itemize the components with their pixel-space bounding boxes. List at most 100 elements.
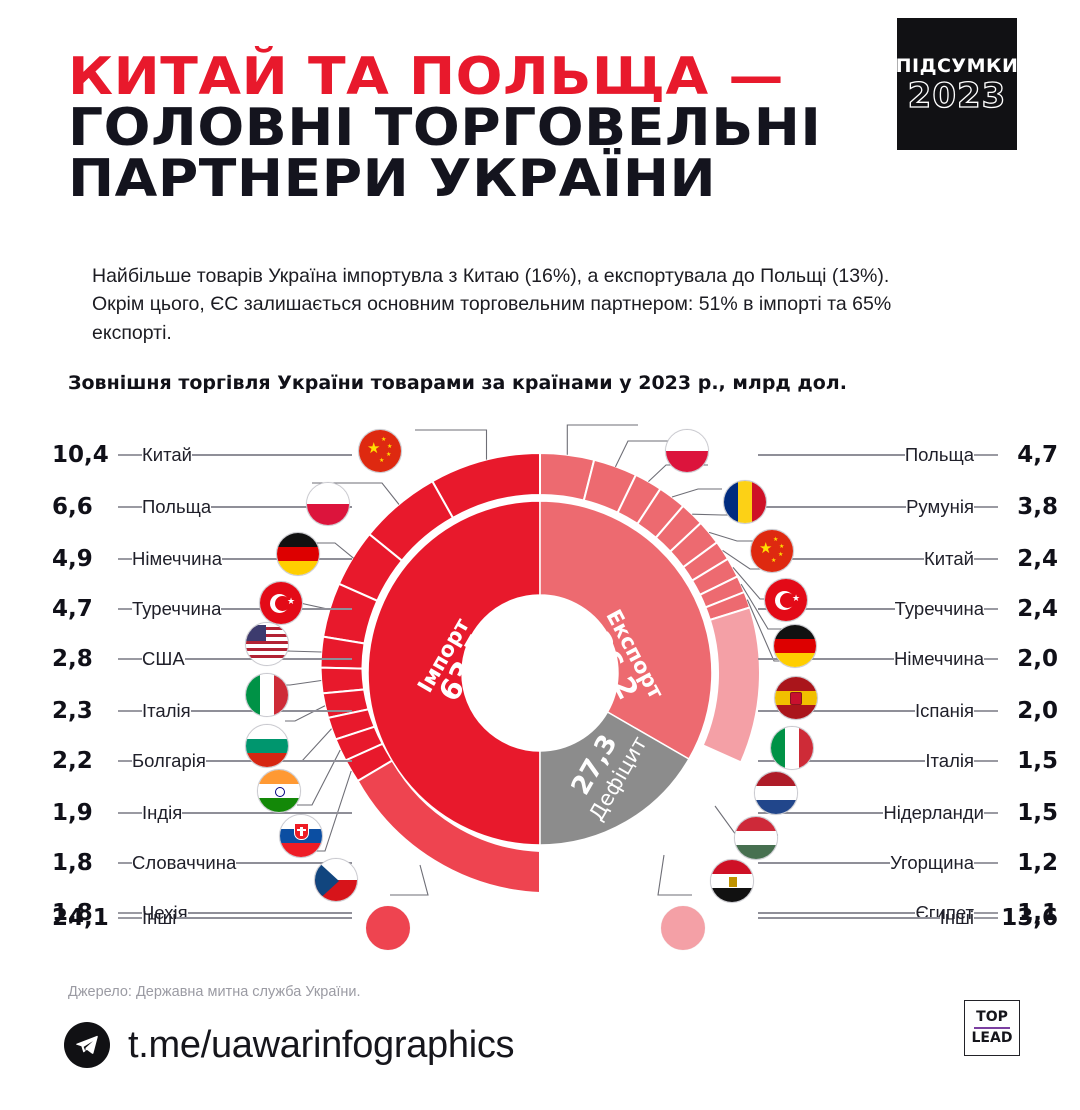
flag-other-import [366,906,410,950]
source-note: Джерело: Державна митна служба України. [68,984,361,1000]
row-dash [118,558,132,560]
row-leader [758,454,905,456]
list-item: Італія 1,5 [758,748,1058,774]
flag-hu-export [734,816,778,860]
flag-bg-import [245,724,289,768]
row-value: 1,5 [1017,800,1058,826]
row-leader [758,912,916,914]
row-country: Румунія [906,496,974,517]
flag-sk-import [279,814,323,858]
header: КИТАЙ ТА ПОЛЬЩА — ГОЛОВНІ ТОРГОВЕЛЬНІ ПА… [0,0,1080,250]
row-dash [118,862,132,864]
flag-tr-import: ★ [259,581,303,625]
row-country: Іспанія [914,700,974,721]
flag-pl-export [665,429,709,473]
row-dash [974,710,998,712]
row-dash [118,760,132,762]
inner-ring [367,500,713,846]
row-dash [974,862,998,864]
row-country: Болгарія [132,750,206,771]
flag-cn-export: ★ ★ ★ ★ ★ [750,529,794,573]
list-item-other-import: 24,1 Інші [52,905,352,931]
list-item: Іспанія 2,0 [758,698,1058,724]
flag-de-import [276,532,320,576]
row-leader [176,917,352,919]
row-value: 2,0 [1017,646,1058,672]
flag-nl-export [754,771,798,815]
row-country: Китай [142,444,192,465]
row-leader [758,760,926,762]
row-leader [211,506,352,508]
row-dash [974,558,998,560]
row-country: Угорщина [890,852,974,873]
row-country: Польща [904,444,974,465]
list-item: Нідерланди 1,5 [758,800,1058,826]
row-dash [974,917,998,919]
page-title: КИТАЙ ТА ПОЛЬЩА — ГОЛОВНІ ТОРГОВЕЛЬНІ ПА… [68,51,888,205]
outer-ring-export [539,451,761,764]
row-leader [192,454,352,456]
row-value: 1,5 [1017,748,1058,774]
title-line-2: ГОЛОВНІ ТОРГОВЕЛЬНІ [68,97,822,158]
row-dash [118,912,142,914]
export-label-column: Польща 4,7 Румунія 3,8 Китай 2,4 Туреччи… [758,418,1058,938]
donut-chart: Імпорт 63,5 Експорт 36,2 27,3 Дефіцит [285,418,795,928]
flag-eg-export [710,859,754,903]
telegram-icon [64,1022,110,1068]
list-item: 1,8 Словаччина [52,850,352,876]
row-value: 3,8 [1017,494,1058,520]
row-dash [984,812,998,814]
row-leader [758,710,915,712]
donut-svg: Імпорт 63,5 Експорт 36,2 27,3 Дефіцит [285,424,789,896]
flag-other-export [661,906,705,950]
row-country: Інші [939,907,974,928]
row-country: Німеччина [132,548,222,569]
flag-es-export [774,676,818,720]
row-country: Нідерланди [883,802,984,823]
list-item: 2,2 Болгарія [52,748,352,774]
toplead-top: TOP [976,1008,1008,1025]
row-dash [974,506,998,508]
flag-tr-export: ★ [764,578,808,622]
flag-ro-export [723,480,767,524]
flag-it-import [245,673,289,717]
row-value: 2,8 [52,646,93,672]
row-value: 2,3 [52,698,93,724]
row-value: 2,4 [1017,596,1058,622]
row-leader [758,558,924,560]
row-leader [758,506,907,508]
row-country: Туреччина [132,598,222,619]
chart-caption: Зовнішня торгівля України товарами за кр… [68,372,847,394]
title-line-3: ПАРТНЕРИ УКРАЇНИ [68,148,717,209]
list-item: 2,3 Італія [52,698,352,724]
telegram-link[interactable]: t.me/uawarinfographics [64,1022,515,1068]
list-item: Угорщина 1,2 [758,850,1058,876]
list-item: Румунія 3,8 [758,494,1058,520]
row-dash [118,506,142,508]
list-item: Польща 4,7 [758,442,1058,468]
row-leader [758,658,895,660]
flag-it-export [770,726,814,770]
intro-paragraph: Найбільше товарів Україна імпортувла з К… [92,265,892,344]
list-item: Єгипет 1,1 [758,900,1058,926]
row-value: 1,8 [52,850,93,876]
list-item: 6,6 Польща [52,494,352,520]
row-dash [118,917,142,919]
list-item: Німеччина 2,0 [758,646,1058,672]
row-value: 1,2 [1017,850,1058,876]
row-value: 4,7 [52,596,93,622]
row-country: Німеччина [894,648,984,669]
import-label-column: 10,4 Китай 6,6 Польща 4,9 Німеччина 4,7 … [52,418,352,938]
row-value: 2,2 [52,748,93,774]
list-item: 10,4 Китай [52,442,352,468]
inner-label-import: Імпорт 63,5 [413,614,497,707]
row-dash [974,760,998,762]
row-value: 13,6 [1001,905,1058,931]
row-value: 4,7 [1017,442,1058,468]
row-dash [974,454,998,456]
row-country: Чехія [142,902,188,923]
row-value: 10,4 [52,442,109,468]
row-country: Китай [924,548,974,569]
year-badge-label: ПІДСУМКИ [895,55,1019,77]
row-dash [118,710,142,712]
